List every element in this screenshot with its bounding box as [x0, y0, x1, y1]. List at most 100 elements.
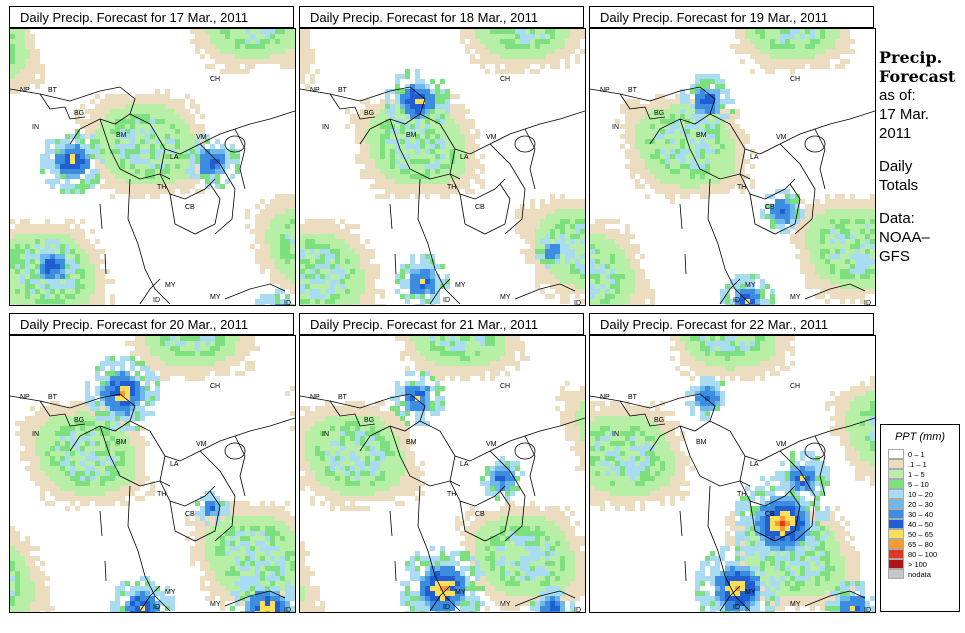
country-border — [814, 435, 826, 497]
country-border — [129, 417, 295, 462]
country-border — [590, 393, 716, 452]
legend-label: 80 – 100 — [908, 549, 938, 559]
country-border — [127, 178, 171, 305]
region-label: IN — [612, 124, 619, 131]
country-border — [719, 278, 741, 305]
country-border — [489, 143, 526, 235]
forecast-panel-2: Daily Precip. Forecast for 18 Mar., 2011… — [299, 6, 586, 306]
region-label: BG — [74, 110, 84, 117]
legend-label: 50 – 65 — [908, 529, 934, 539]
region-label: BT — [48, 87, 58, 94]
country-border — [389, 425, 461, 487]
region-label: NP — [310, 87, 320, 94]
region-label: MY — [455, 282, 466, 289]
region-label: BM — [406, 132, 417, 139]
country-border — [224, 442, 246, 460]
forecast-map: NP BT BG IN BM CH VM LA TH CB MY MY ID ID — [299, 28, 586, 306]
country-border — [389, 118, 461, 180]
region-label: ID — [443, 297, 450, 304]
legend-swatch — [888, 529, 904, 539]
forecast-map: NP BT BG IN BM CH VM LA TH CB MY MY ID ID — [9, 335, 296, 613]
region-label: IN — [32, 431, 39, 438]
country-border — [514, 590, 576, 607]
region-label: CH — [790, 383, 800, 390]
legend-swatch — [888, 449, 904, 459]
side-line: as of: — [879, 87, 916, 104]
country-border — [489, 450, 526, 542]
country-border — [129, 110, 295, 155]
country-border — [10, 393, 136, 452]
side-line: GFS — [879, 248, 910, 265]
country-border — [199, 143, 236, 235]
country-border — [419, 110, 585, 155]
country-border — [749, 183, 801, 235]
region-label: IN — [322, 431, 329, 438]
region-label: NP — [20, 394, 30, 401]
region-label: MY — [790, 601, 801, 608]
country-border — [459, 183, 511, 235]
country-border — [99, 425, 171, 487]
country-border — [10, 86, 136, 145]
country-border — [814, 128, 826, 190]
country-border — [719, 585, 741, 612]
region-label: ID — [153, 604, 160, 611]
country-border — [514, 283, 576, 300]
region-label: MY — [165, 589, 176, 596]
forecast-map: NP BT BG IN BM CH VM LA TH CB MY MY ID ID — [589, 335, 876, 613]
country-border — [449, 455, 506, 507]
legend-label: > 100 — [908, 559, 927, 569]
region-label: CH — [210, 76, 220, 83]
region-label: ID — [733, 604, 740, 611]
forecast-map: NP BT BG IN BM CH VM LA TH CB MY MY ID ID — [9, 28, 296, 306]
region-label: CB — [765, 511, 775, 518]
region-label: CB — [185, 511, 195, 518]
country-border — [169, 183, 221, 235]
country-border — [234, 128, 246, 190]
region-label: CH — [500, 383, 510, 390]
region-label: IN — [322, 124, 329, 131]
side-line: 17 Mar. — [879, 106, 930, 123]
country-border — [389, 203, 397, 275]
region-label: BG — [364, 110, 374, 117]
country-border — [679, 425, 751, 487]
legend-label: 1 – 5 — [908, 469, 925, 479]
legend-label: 20 – 30 — [908, 499, 934, 509]
region-label: LA — [170, 461, 179, 468]
legend-swatch — [888, 459, 904, 469]
country-border — [779, 450, 816, 542]
country-border — [389, 510, 397, 582]
country-border — [99, 203, 107, 275]
forecast-map: NP BT BG IN BM CH VM LA TH CB MY MY ID ID — [589, 28, 876, 306]
country-border — [234, 435, 246, 497]
region-label: TH — [157, 184, 166, 191]
region-label: MY — [500, 601, 511, 608]
country-border — [679, 118, 751, 180]
forecast-map: NP BT BG IN BM CH VM LA TH CB MY MY ID ID — [299, 335, 586, 613]
legend-swatch — [888, 469, 904, 479]
country-border — [417, 485, 461, 612]
region-label: CB — [475, 204, 485, 211]
region-label: LA — [170, 154, 179, 161]
country-border — [524, 128, 536, 190]
side-line: Totals — [879, 177, 919, 194]
forecast-panel-1: Daily Precip. Forecast for 17 Mar., 2011… — [9, 6, 296, 306]
region-label: IN — [32, 124, 39, 131]
country-border — [429, 585, 451, 612]
region-label: ID — [574, 300, 581, 305]
country-border — [804, 135, 826, 153]
region-label: TH — [737, 491, 746, 498]
legend-label: 30 – 40 — [908, 509, 934, 519]
country-border — [39, 400, 86, 427]
region-label: IN — [612, 431, 619, 438]
legend-swatch — [888, 499, 904, 509]
legend-swatch — [888, 509, 904, 519]
forecast-panel-5: Daily Precip. Forecast for 21 Mar., 2011… — [299, 313, 586, 613]
legend-item: 80 – 100 — [888, 549, 959, 559]
region-label: ID — [574, 607, 581, 612]
panel-title: Daily Precip. Forecast for 18 Mar., 2011 — [299, 6, 584, 28]
region-label: NP — [600, 394, 610, 401]
country-border — [679, 510, 687, 582]
region-label: CH — [500, 76, 510, 83]
country-border — [139, 278, 161, 305]
